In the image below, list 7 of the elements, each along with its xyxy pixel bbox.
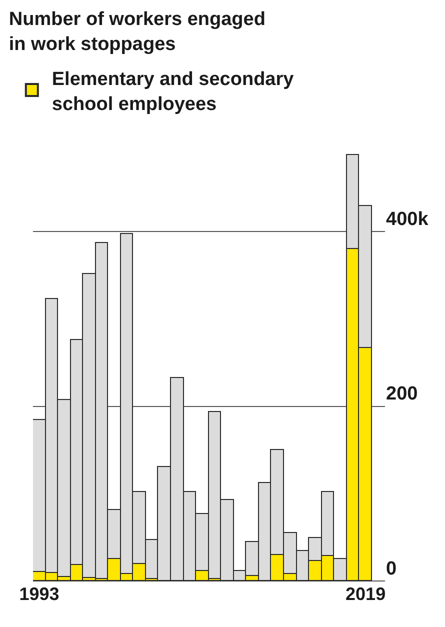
y-tick-label: 0 <box>386 558 397 580</box>
legend-label: Elementary and secondary school employees <box>52 69 294 115</box>
x-tick-label: 2019 <box>346 584 386 604</box>
y-tick-label: 400k <box>386 208 429 230</box>
x-tick-label: 1993 <box>19 584 60 604</box>
y-tick-label: 200 <box>386 384 418 405</box>
chart-title: Number of workers engaged in work stoppages <box>8 9 266 55</box>
